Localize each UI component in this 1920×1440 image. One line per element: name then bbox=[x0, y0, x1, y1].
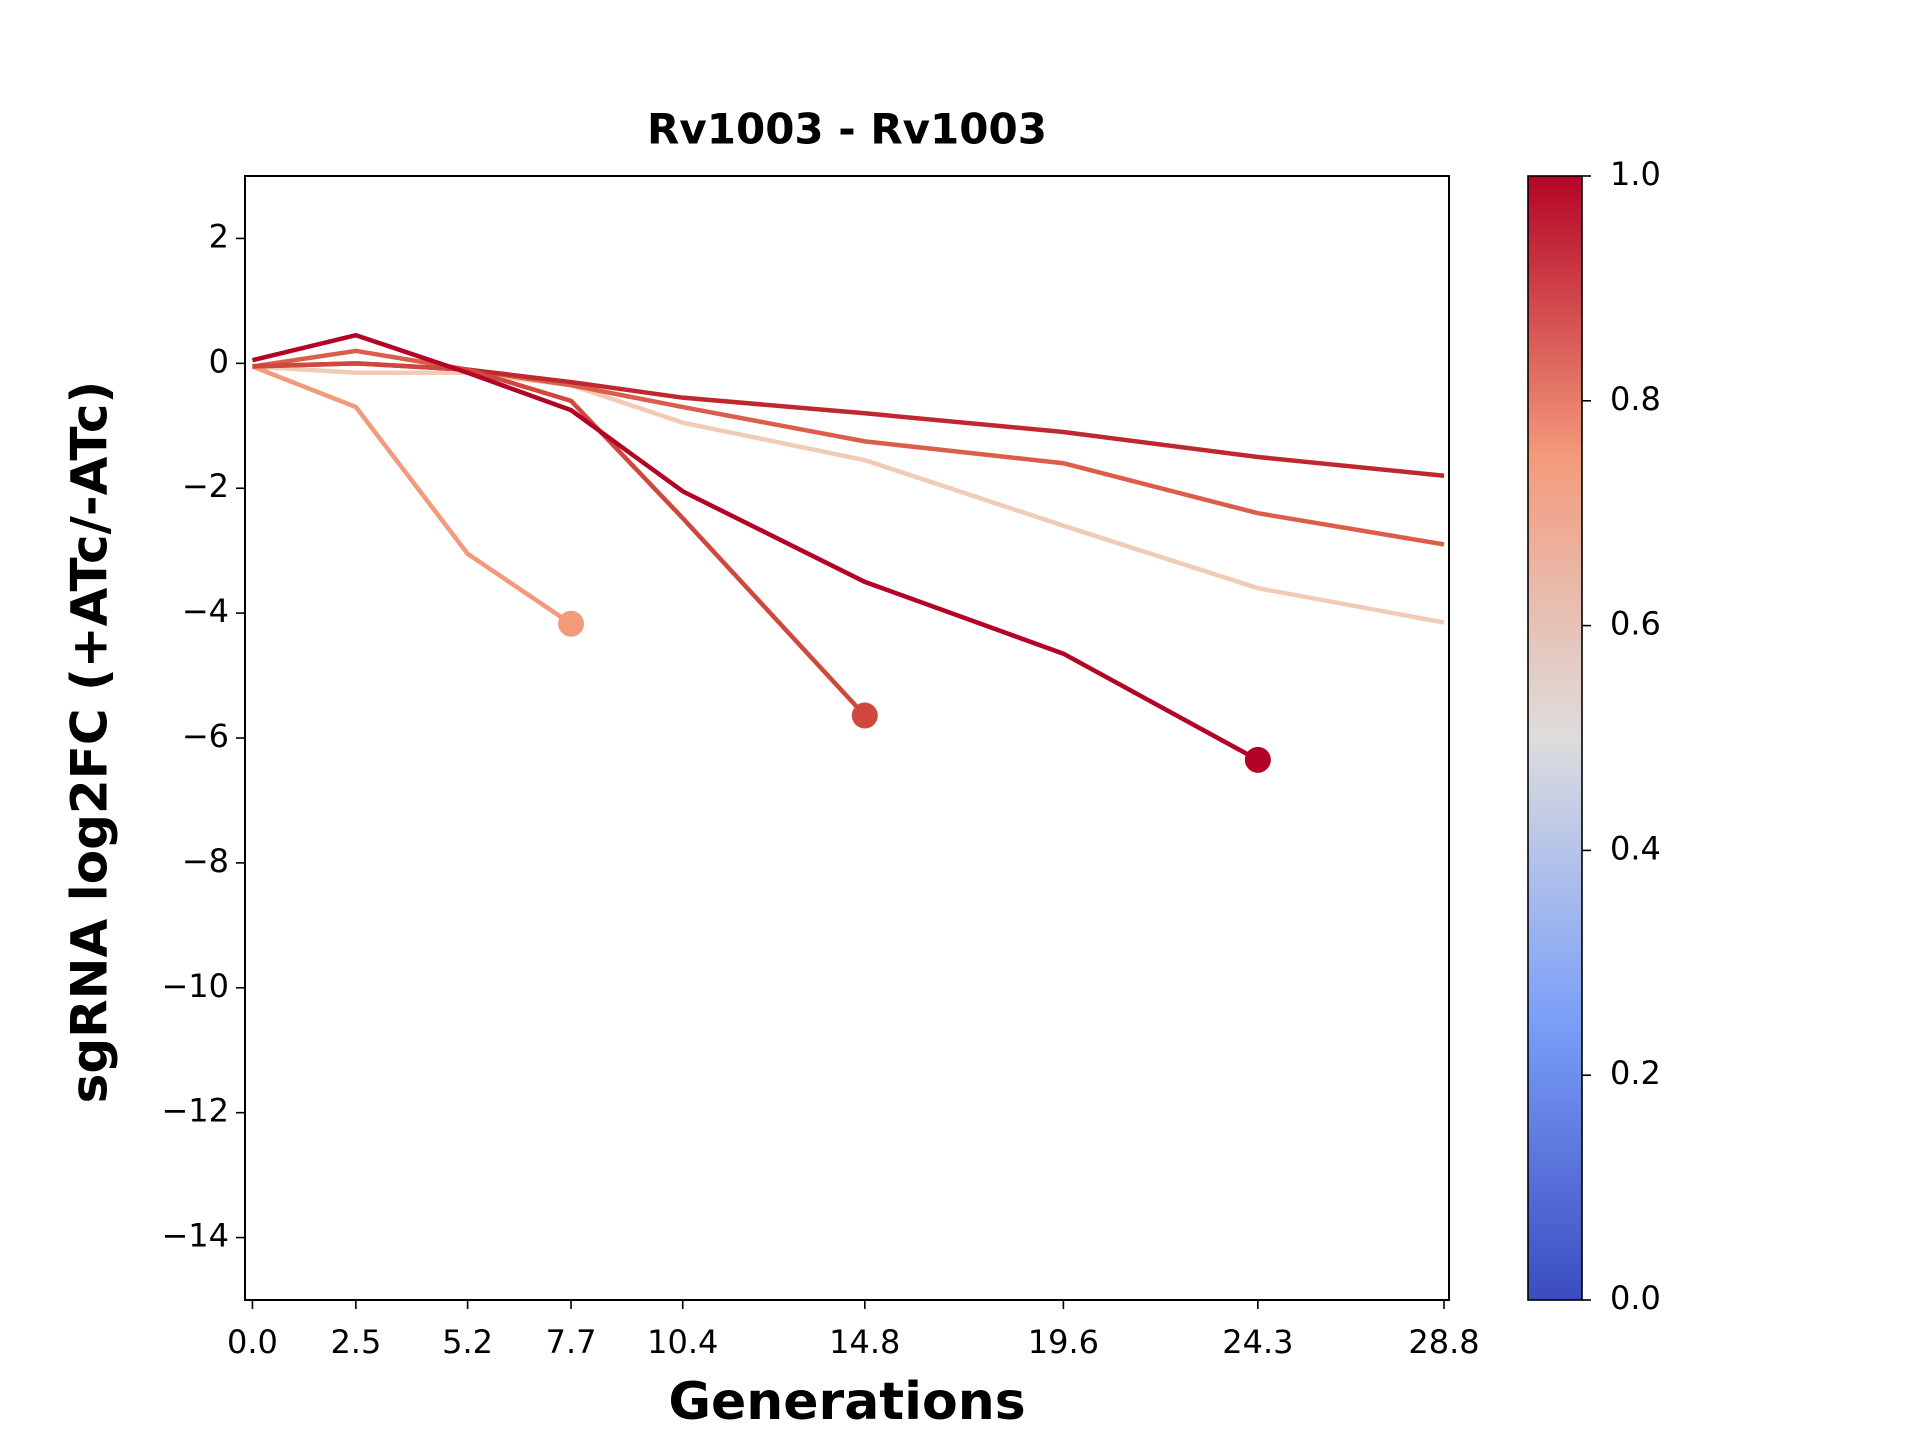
y-tick-label: −10 bbox=[161, 967, 229, 1005]
x-axis-label: Generations bbox=[668, 1372, 1025, 1432]
x-tick-label: 10.4 bbox=[647, 1323, 718, 1361]
y-tick-label: 2 bbox=[209, 217, 229, 255]
end-marker bbox=[1244, 746, 1271, 773]
colorbar-tick-label: 0.6 bbox=[1610, 605, 1661, 643]
colorbar bbox=[1527, 175, 1583, 1301]
colorbar-tick-label: 0.0 bbox=[1610, 1279, 1661, 1317]
data-line bbox=[252, 364, 1445, 625]
colorbar-tick-label: 0.4 bbox=[1610, 829, 1661, 867]
data-line bbox=[252, 348, 1445, 547]
x-tick-label: 7.7 bbox=[546, 1323, 597, 1361]
colorbar-tick-label: 0.8 bbox=[1610, 380, 1661, 418]
x-tick-label: 5.2 bbox=[442, 1323, 493, 1361]
y-tick-label: −6 bbox=[182, 717, 229, 755]
x-tick-label: 19.6 bbox=[1028, 1323, 1099, 1361]
x-tick-label: 14.8 bbox=[829, 1323, 900, 1361]
colorbar-tick-label: 1.0 bbox=[1610, 155, 1661, 193]
data-line bbox=[252, 361, 867, 718]
y-tick-label: −4 bbox=[182, 592, 229, 630]
end-marker bbox=[851, 702, 878, 729]
colorbar-tick-label: 0.2 bbox=[1610, 1054, 1661, 1092]
data-line bbox=[251, 332, 1259, 762]
y-tick-label: −2 bbox=[182, 467, 229, 505]
x-tick-label: 28.8 bbox=[1408, 1323, 1479, 1361]
y-tick-label: −14 bbox=[161, 1217, 229, 1255]
plot-frame bbox=[244, 175, 1450, 1301]
x-tick-label: 0.0 bbox=[227, 1323, 278, 1361]
y-tick-label: −8 bbox=[182, 842, 229, 880]
chart-title: Rv1003 - Rv1003 bbox=[647, 105, 1047, 154]
end-marker bbox=[558, 610, 585, 637]
data-line bbox=[251, 364, 573, 626]
y-tick-label: 0 bbox=[209, 342, 229, 380]
y-tick-label: −12 bbox=[161, 1092, 229, 1130]
y-axis-label: sgRNA log2FC (+ATc/-ATc) bbox=[61, 381, 119, 1104]
x-tick-label: 24.3 bbox=[1222, 1323, 1293, 1361]
x-tick-label: 2.5 bbox=[330, 1323, 381, 1361]
